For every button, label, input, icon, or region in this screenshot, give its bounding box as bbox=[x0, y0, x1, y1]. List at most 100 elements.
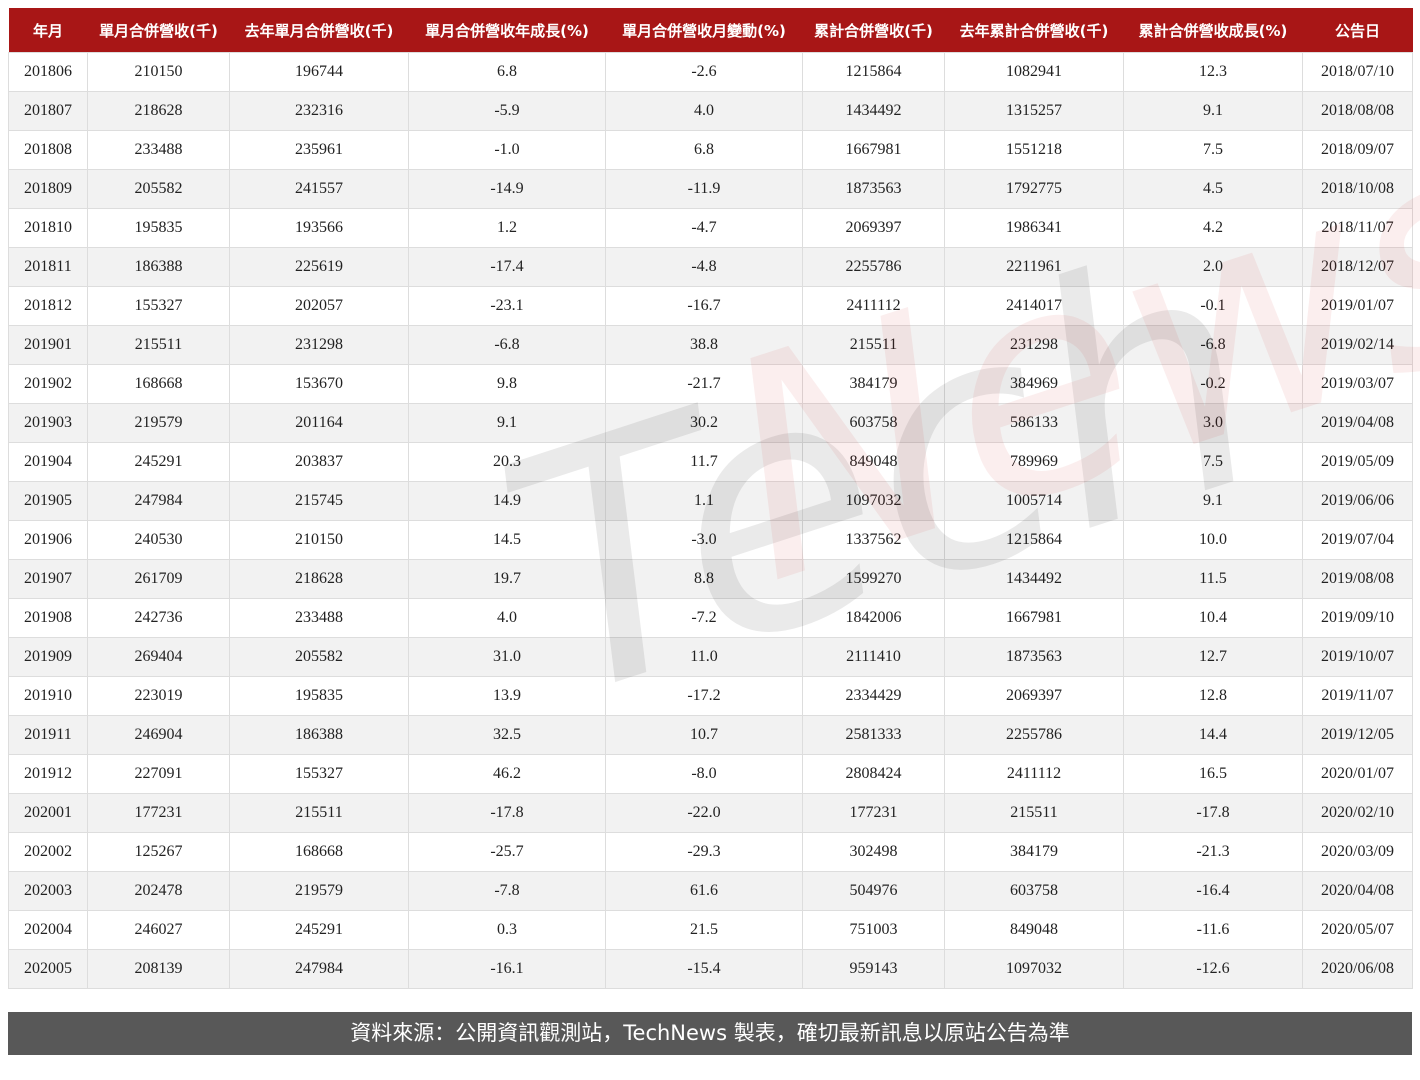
table-cell: -22.0 bbox=[605, 793, 803, 833]
revenue-table: 年月 單月合併營收(千) 去年單月合併營收(千) 單月合併營收年成長(%) 單月合併營收… bbox=[8, 8, 1413, 989]
table-cell: 201908 bbox=[8, 598, 88, 638]
table-cell: 215511 bbox=[802, 325, 945, 365]
table-cell: 1667981 bbox=[944, 598, 1124, 638]
table-cell: 384179 bbox=[944, 832, 1124, 872]
table-cell: 210150 bbox=[229, 520, 409, 560]
table-cell: -5.9 bbox=[408, 91, 606, 131]
column-header: 公告日 bbox=[1302, 8, 1413, 53]
column-header: 單月合併營收(千) bbox=[87, 8, 230, 53]
table-cell: 7.5 bbox=[1123, 442, 1303, 482]
table-cell: 6.8 bbox=[408, 52, 606, 92]
table-cell: 2020/03/09 bbox=[1302, 832, 1413, 872]
table-cell: 2019/04/08 bbox=[1302, 403, 1413, 443]
table-cell: 202001 bbox=[8, 793, 88, 833]
table-cell: -3.0 bbox=[605, 520, 803, 560]
table-cell: 9.1 bbox=[1123, 91, 1303, 131]
table-cell: -17.2 bbox=[605, 676, 803, 716]
table-cell: 61.6 bbox=[605, 871, 803, 911]
table-cell: 38.8 bbox=[605, 325, 803, 365]
table-cell: -6.8 bbox=[408, 325, 606, 365]
table-cell: 155327 bbox=[229, 754, 409, 794]
table-cell: 2111410 bbox=[802, 637, 945, 677]
table-cell: 201903 bbox=[8, 403, 88, 443]
table-cell: 219579 bbox=[87, 403, 230, 443]
table-cell: 201812 bbox=[8, 286, 88, 326]
table-row: 202005 208139 247984 -16.1 -15.4 959143 109703… bbox=[8, 949, 1413, 989]
table-cell: 2334429 bbox=[802, 676, 945, 716]
table-cell: 504976 bbox=[802, 871, 945, 911]
table-cell: 208139 bbox=[87, 949, 230, 989]
table-cell: 201907 bbox=[8, 559, 88, 599]
table-cell: -17.8 bbox=[408, 793, 606, 833]
table-cell: 231298 bbox=[229, 325, 409, 365]
table-row: 202004 246027 245291 0.3 21.5 751003 849048 -11… bbox=[8, 910, 1413, 950]
table-row: 201809 205582 241557 -14.9 -11.9 1873563 17927… bbox=[8, 169, 1413, 209]
table-cell: 603758 bbox=[944, 871, 1124, 911]
table-cell: -16.7 bbox=[605, 286, 803, 326]
table-cell: 2020/06/08 bbox=[1302, 949, 1413, 989]
table-cell: 223019 bbox=[87, 676, 230, 716]
table-cell: 125267 bbox=[87, 832, 230, 872]
table-cell: 195835 bbox=[87, 208, 230, 248]
table-cell: 2019/05/09 bbox=[1302, 442, 1413, 482]
table-row: 201806 210150 196744 6.8 -2.6 1215864 1082941 1… bbox=[8, 52, 1413, 92]
table-cell: 2018/07/10 bbox=[1302, 52, 1413, 92]
table-cell: 201901 bbox=[8, 325, 88, 365]
table-cell: 201910 bbox=[8, 676, 88, 716]
table-cell: 153670 bbox=[229, 364, 409, 404]
table-cell: 20.3 bbox=[408, 442, 606, 482]
table-cell: 201164 bbox=[229, 403, 409, 443]
table-cell: 46.2 bbox=[408, 754, 606, 794]
table-row: 201902 168668 153670 9.8 -21.7 384179 384969 -0… bbox=[8, 364, 1413, 404]
column-header: 去年累計合併營收(千) bbox=[944, 8, 1124, 53]
table-cell: 202005 bbox=[8, 949, 88, 989]
table-cell: 177231 bbox=[87, 793, 230, 833]
table-cell: 16.5 bbox=[1123, 754, 1303, 794]
table-cell: 2255786 bbox=[802, 247, 945, 287]
table-cell: 247984 bbox=[87, 481, 230, 521]
table-cell: 2069397 bbox=[944, 676, 1124, 716]
table-cell: 1599270 bbox=[802, 559, 945, 599]
table-cell: 2019/03/07 bbox=[1302, 364, 1413, 404]
table-row: 201910 223019 195835 13.9 -17.2 2334429 206939… bbox=[8, 676, 1413, 716]
table-cell: 9.1 bbox=[1123, 481, 1303, 521]
table-cell: 1097032 bbox=[944, 949, 1124, 989]
table-row: 201903 219579 201164 9.1 30.2 603758 586133 3.0… bbox=[8, 403, 1413, 443]
table-cell: 2018/08/08 bbox=[1302, 91, 1413, 131]
table-row: 201808 233488 235961 -1.0 6.8 1667981 1551218 7… bbox=[8, 130, 1413, 170]
table-cell: 219579 bbox=[229, 871, 409, 911]
table-cell: 384179 bbox=[802, 364, 945, 404]
table-cell: 4.2 bbox=[1123, 208, 1303, 248]
table-cell: -29.3 bbox=[605, 832, 803, 872]
table-cell: 240530 bbox=[87, 520, 230, 560]
table-cell: 2019/07/04 bbox=[1302, 520, 1413, 560]
table-cell: 186388 bbox=[229, 715, 409, 755]
table-cell: 1792775 bbox=[944, 169, 1124, 209]
table-cell: 0.3 bbox=[408, 910, 606, 950]
table-cell: 1215864 bbox=[802, 52, 945, 92]
table-cell: 19.7 bbox=[408, 559, 606, 599]
table-cell: -25.7 bbox=[408, 832, 606, 872]
table-cell: 1082941 bbox=[944, 52, 1124, 92]
table-cell: 247984 bbox=[229, 949, 409, 989]
table-cell: -4.8 bbox=[605, 247, 803, 287]
table-cell: 2019/01/07 bbox=[1302, 286, 1413, 326]
table-cell: 10.4 bbox=[1123, 598, 1303, 638]
table-cell: 384969 bbox=[944, 364, 1124, 404]
table-cell: 14.5 bbox=[408, 520, 606, 560]
table-cell: 4.0 bbox=[605, 91, 803, 131]
table-cell: 177231 bbox=[802, 793, 945, 833]
table-cell: 302498 bbox=[802, 832, 945, 872]
table-cell: 1005714 bbox=[944, 481, 1124, 521]
table-cell: -12.6 bbox=[1123, 949, 1303, 989]
table-cell: 11.7 bbox=[605, 442, 803, 482]
table-cell: 193566 bbox=[229, 208, 409, 248]
table-cell: 201811 bbox=[8, 247, 88, 287]
table-cell: 201808 bbox=[8, 130, 88, 170]
table-cell: 32.5 bbox=[408, 715, 606, 755]
table-cell: 186388 bbox=[87, 247, 230, 287]
table-cell: 202057 bbox=[229, 286, 409, 326]
table-cell: 2211961 bbox=[944, 247, 1124, 287]
table-cell: 201807 bbox=[8, 91, 88, 131]
table-cell: 2411112 bbox=[944, 754, 1124, 794]
